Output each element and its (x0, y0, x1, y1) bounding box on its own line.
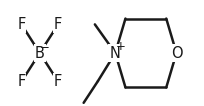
Text: −: − (39, 41, 49, 54)
Text: N: N (110, 45, 121, 61)
Text: F: F (17, 17, 26, 32)
Text: F: F (54, 17, 62, 32)
Text: +: + (116, 40, 126, 53)
Text: F: F (54, 74, 62, 89)
Text: F: F (17, 74, 26, 89)
Text: B: B (35, 45, 45, 61)
Text: O: O (171, 45, 182, 61)
